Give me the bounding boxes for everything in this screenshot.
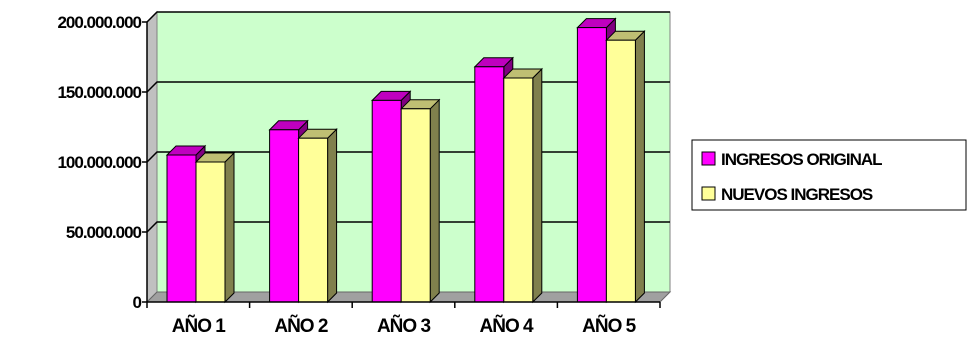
x-tick-labels: AÑO 1 AÑO 2 AÑO 3 AÑO 4 AÑO 5: [172, 315, 638, 337]
x-tick-label: AÑO 1: [172, 315, 227, 337]
bars: [165, 17, 646, 304]
y-tick-label: 50.000.000: [66, 223, 142, 242]
legend-label-0: INGRESOS ORIGINAL: [721, 150, 882, 169]
x-tick-label: AÑO 3: [377, 315, 431, 337]
axes: [142, 21, 661, 308]
x-tick-label: AÑO 2: [274, 315, 328, 337]
legend-swatch-1: [701, 186, 716, 201]
y-tick-label: 100.000.000: [57, 153, 141, 172]
bar-1-1: [297, 127, 338, 304]
bar-1-2: [399, 98, 441, 304]
y-tick-label: 0: [133, 293, 142, 312]
bar-1-3: [502, 67, 544, 304]
bar-1-4: [605, 29, 646, 304]
y-tick-label: 150.000.000: [57, 83, 141, 102]
legend: INGRESOS ORIGINAL NUEVOS INGRESOS: [691, 139, 967, 211]
x-tick-label: AÑO 5: [582, 315, 637, 337]
legend-label-1: NUEVOS INGRESOS: [721, 185, 873, 204]
bar-1-0: [194, 151, 236, 304]
y-tick-label: 200.000.000: [57, 13, 141, 32]
x-tick-label: AÑO 4: [480, 315, 535, 337]
gridline: [146, 11, 670, 23]
y-tick-labels: 0 50.000.000 100.000.000 150.000.000 200.000…: [57, 13, 142, 312]
legend-swatch-0: [701, 151, 716, 166]
legend-box: [691, 139, 967, 211]
